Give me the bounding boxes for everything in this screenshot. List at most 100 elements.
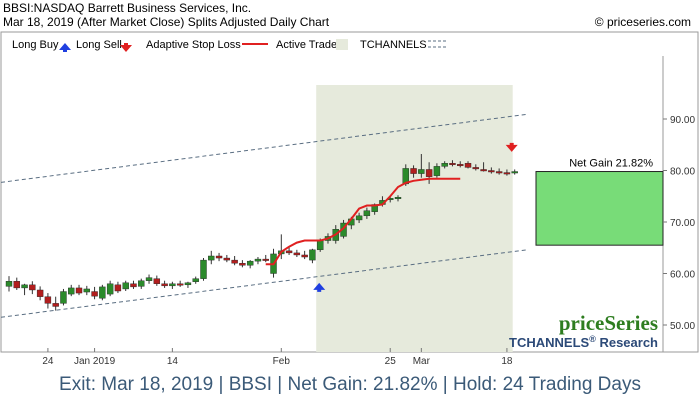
candle-body xyxy=(200,259,207,279)
candle xyxy=(192,276,199,284)
candle-body xyxy=(36,289,44,297)
candle xyxy=(301,250,308,260)
candle xyxy=(68,284,75,297)
candle-body xyxy=(363,210,371,217)
candle-body xyxy=(192,278,199,282)
candle xyxy=(239,260,246,268)
candle-body xyxy=(130,283,137,288)
net-gain-box xyxy=(535,171,664,246)
candle-body xyxy=(208,255,215,261)
candle-body xyxy=(138,280,145,287)
candle-body xyxy=(169,283,176,287)
candle-body xyxy=(449,163,456,165)
candle xyxy=(145,274,153,284)
candle-body xyxy=(184,282,192,286)
candle-body xyxy=(472,167,479,170)
candle xyxy=(511,169,518,175)
x-axis-label: Mar xyxy=(413,356,431,367)
trade-summary-footer: Exit: Mar 18, 2019 | BBSI | Net Gain: 21… xyxy=(0,372,700,400)
legend-label-long-sell: Long Sell xyxy=(76,39,122,51)
candle-body xyxy=(106,283,114,295)
candle xyxy=(472,164,479,171)
candle xyxy=(355,212,363,224)
candle xyxy=(433,163,441,178)
candle-body xyxy=(246,260,254,266)
candle xyxy=(21,283,28,296)
candle-body xyxy=(122,282,129,290)
tchannel-upper xyxy=(0,113,529,183)
candle-body xyxy=(215,255,223,259)
candle-body xyxy=(301,254,308,258)
candle xyxy=(44,293,52,309)
candle xyxy=(410,165,417,178)
candle-body xyxy=(21,284,28,289)
candle xyxy=(480,162,487,172)
candle xyxy=(254,257,262,265)
candle-body xyxy=(317,240,324,251)
tchannel-lower xyxy=(0,249,529,318)
y-axis-label: 90.00 xyxy=(670,115,695,126)
candle-body xyxy=(52,303,59,307)
long-sell-arrow-icon xyxy=(505,142,518,152)
candle xyxy=(293,249,301,258)
chart-title: BBSI:NASDAQ Barrett Business Services, I… xyxy=(3,1,252,15)
candle xyxy=(29,281,36,295)
candle xyxy=(83,285,91,296)
candle xyxy=(441,161,448,169)
candle xyxy=(503,169,511,176)
x-axis-label: Feb xyxy=(273,356,291,367)
chart-subtitle: Mar 18, 2019 (After Market Close) Splits… xyxy=(3,15,330,29)
candle xyxy=(449,160,456,167)
candle xyxy=(114,281,122,294)
candle-body xyxy=(68,287,75,295)
candle-body xyxy=(511,171,518,174)
candle-body xyxy=(83,288,91,293)
candle xyxy=(457,161,464,168)
x-axis-label: 18 xyxy=(501,356,513,367)
candle xyxy=(418,154,425,178)
candle-body xyxy=(254,258,262,262)
x-axis-label: Jan 2019 xyxy=(74,356,116,367)
y-axis-label: 80.00 xyxy=(670,167,695,178)
candle xyxy=(363,207,371,219)
candle xyxy=(215,252,223,262)
candle xyxy=(231,255,238,266)
x-axis-label: 25 xyxy=(385,356,397,367)
x-axis-label: 14 xyxy=(167,356,179,367)
candle xyxy=(223,254,231,263)
long-buy-arrow-icon xyxy=(313,282,326,292)
adaptive-stop-loss-line xyxy=(265,177,461,266)
candle-body xyxy=(239,263,246,266)
candle xyxy=(60,288,67,306)
candle-body xyxy=(75,287,83,294)
candle-body xyxy=(44,296,52,304)
candle xyxy=(246,260,254,269)
candle-body xyxy=(433,166,441,176)
candle-body xyxy=(60,291,67,304)
legend-label-adaptive-stop-loss: Adaptive Stop Loss xyxy=(146,39,241,51)
candle-body xyxy=(231,259,238,264)
candle xyxy=(488,167,495,174)
candle-body xyxy=(394,197,402,199)
legend-label-tchannels: TCHANNELS xyxy=(360,39,427,51)
candle-body xyxy=(223,257,231,261)
candle-body xyxy=(293,252,301,256)
candle xyxy=(169,281,176,289)
candle xyxy=(161,280,168,288)
legend: Long Buy Long Sell Adaptive Stop Loss Ac… xyxy=(12,39,448,52)
candle-body xyxy=(176,283,184,286)
candle xyxy=(122,280,129,292)
candle-body xyxy=(29,284,36,291)
candle xyxy=(176,280,184,287)
candle xyxy=(495,168,503,175)
candle-body xyxy=(145,277,153,281)
candle xyxy=(309,248,316,264)
candle-body xyxy=(309,249,316,261)
net-gain-label: Net Gain 21.82% xyxy=(569,158,653,170)
y-axis-label: 70.00 xyxy=(670,218,695,229)
candle-body xyxy=(285,250,293,254)
candle xyxy=(106,280,114,297)
candle-body xyxy=(13,281,20,289)
candle-body xyxy=(480,169,487,172)
candle xyxy=(394,195,402,202)
